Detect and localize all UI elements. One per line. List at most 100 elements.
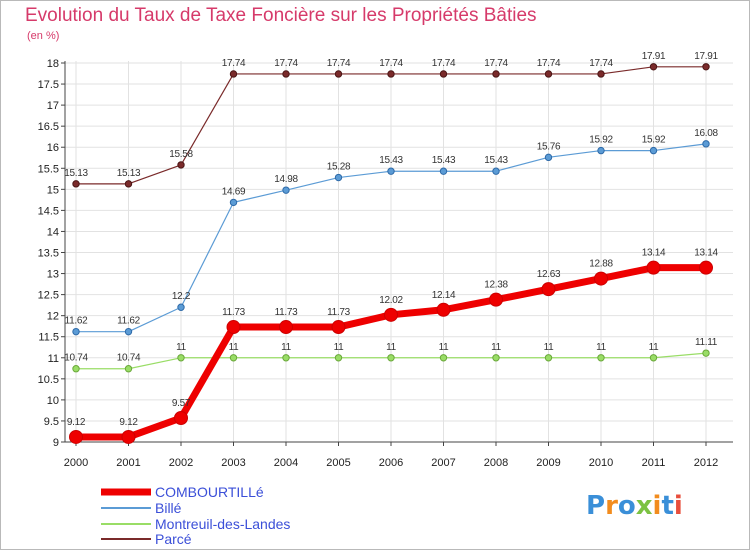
data-label: 17.74 [432,58,456,69]
data-point [334,354,343,362]
x-tick-label: 2008 [484,457,508,469]
data-label: 15.43 [484,155,508,166]
data-point [384,307,398,322]
data-label: 11.62 [65,316,89,327]
y-tick-label: 15.5 [38,163,59,175]
data-point [702,140,710,148]
legend-label: Parcé [155,531,192,547]
data-label: 17.74 [274,58,298,69]
data-label: 12.14 [432,290,456,301]
data-point [124,180,133,188]
data-label: 11 [334,342,345,353]
data-point [594,271,608,286]
data-point [282,354,290,362]
data-point [492,354,500,362]
logo-letter: P [586,491,606,521]
y-tick-label: 16.5 [38,121,59,133]
data-point [121,429,136,444]
data-point [439,167,448,175]
x-tick-label: 2004 [274,457,298,469]
data-label: 15.13 [64,168,88,179]
data-label: 11.62 [117,316,141,327]
data-label: 15.76 [537,141,561,152]
data-point [387,354,395,362]
y-tick-label: 16 [47,142,59,154]
data-point [544,70,553,78]
logo-letter: t [661,491,674,521]
data-label: 11 [229,342,240,353]
plot-area [65,61,733,442]
data-label: 11.73 [222,307,246,318]
logo-letter: i [652,491,662,521]
data-label: 17.74 [537,58,561,69]
data-point [334,173,343,182]
data-point [439,70,448,78]
data-label: 12.02 [379,295,403,306]
data-label: 11 [596,342,607,353]
data-label: 15.28 [327,162,351,173]
data-point [597,146,605,155]
data-label: 15.43 [379,155,403,166]
data-point [597,70,605,78]
x-tick-label: 2007 [431,457,455,469]
data-label: 10.74 [64,353,88,364]
data-point [331,320,346,335]
data-label: 11.11 [695,337,718,348]
x-tick-label: 2001 [116,457,140,469]
data-label: 11 [176,342,187,353]
logo-letter: x [635,491,653,521]
x-tick-label: 2012 [694,457,718,469]
proxiti-logo: Proxiti [586,491,683,521]
data-point [702,349,710,357]
data-label: 9.57 [172,398,191,409]
data-point [177,354,185,362]
y-tick-label: 9 [53,437,59,449]
data-point [229,198,238,207]
data-point [174,410,188,425]
data-point [699,260,713,275]
data-point [282,70,290,78]
data-point [597,354,605,362]
data-point [436,302,451,317]
y-tick-label: 17.5 [38,79,59,91]
y-tick-label: 14 [47,226,59,238]
y-tick-label: 13 [47,269,59,281]
data-point [229,70,238,78]
data-point [649,146,658,155]
data-point [702,63,710,71]
data-label: 12.2 [172,291,191,302]
legend-label: Montreuil-des-Landes [155,516,290,532]
data-point [177,161,185,169]
data-label: 15.43 [432,155,456,166]
data-label: 15.13 [117,168,141,179]
data-label: 12.38 [484,280,508,291]
data-label: 12.63 [537,269,561,280]
data-point [334,70,343,78]
data-point [72,180,80,188]
y-tick-label: 15 [47,184,59,196]
data-label: 11 [649,342,660,353]
data-label: 17.91 [694,51,718,62]
logo-letter: i [673,491,683,521]
logo-letter: r [605,491,618,521]
data-point [124,327,133,336]
y-axis-label: (en %) [27,30,60,42]
legend-label: Billé [155,500,182,516]
data-point [279,320,293,335]
data-point [492,167,500,175]
x-tick-label: 2009 [536,457,560,469]
chart-title: Evolution du Taux de Taxe Foncière sur l… [25,5,537,26]
data-point [72,365,80,373]
data-point [69,429,83,444]
data-point [489,292,503,307]
data-point [649,354,658,362]
data-label: 17.74 [222,58,246,69]
logo-letter: o [617,491,636,521]
y-tick-label: 17 [47,100,59,112]
data-label: 12.88 [589,259,613,270]
data-point [177,303,185,311]
data-point [387,70,395,78]
x-tick-label: 2011 [642,457,666,469]
